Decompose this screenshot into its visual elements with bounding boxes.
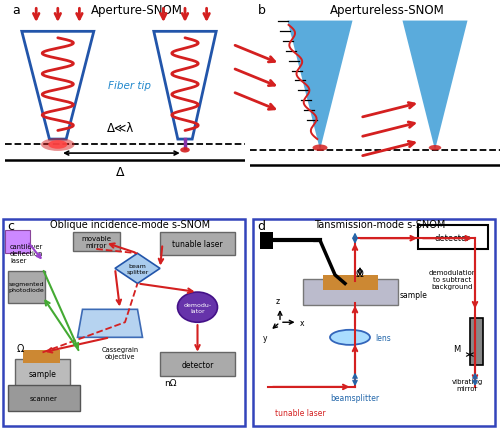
Text: Fiber tip: Fiber tip bbox=[108, 81, 152, 91]
Ellipse shape bbox=[312, 145, 328, 152]
Text: sample: sample bbox=[28, 370, 56, 378]
Polygon shape bbox=[78, 310, 142, 338]
FancyBboxPatch shape bbox=[8, 271, 45, 303]
Text: c: c bbox=[8, 219, 14, 232]
Text: y: y bbox=[263, 333, 268, 342]
FancyBboxPatch shape bbox=[252, 219, 495, 426]
Polygon shape bbox=[154, 32, 216, 140]
FancyBboxPatch shape bbox=[22, 350, 60, 363]
Ellipse shape bbox=[41, 138, 74, 151]
Text: M: M bbox=[453, 344, 460, 353]
Polygon shape bbox=[402, 22, 468, 150]
FancyBboxPatch shape bbox=[72, 232, 120, 252]
Text: cantilever
deflection
laser: cantilever deflection laser bbox=[10, 244, 43, 264]
Ellipse shape bbox=[180, 148, 190, 153]
Text: a: a bbox=[12, 4, 20, 17]
Ellipse shape bbox=[330, 330, 370, 345]
FancyBboxPatch shape bbox=[302, 280, 398, 305]
Ellipse shape bbox=[48, 141, 68, 150]
Text: tunable laser: tunable laser bbox=[172, 240, 223, 249]
Text: b: b bbox=[258, 4, 266, 17]
Text: z: z bbox=[276, 296, 280, 305]
Polygon shape bbox=[115, 254, 160, 284]
Polygon shape bbox=[22, 32, 94, 140]
Text: Δ: Δ bbox=[116, 166, 124, 178]
Text: vibrating
mirror: vibrating mirror bbox=[452, 378, 483, 391]
FancyBboxPatch shape bbox=[2, 219, 245, 426]
FancyBboxPatch shape bbox=[5, 230, 30, 254]
Bar bbox=[470, 318, 482, 366]
FancyBboxPatch shape bbox=[160, 232, 235, 256]
Text: Oblique incidence-mode s-SNOM: Oblique incidence-mode s-SNOM bbox=[50, 219, 210, 229]
Text: d: d bbox=[258, 219, 266, 232]
FancyBboxPatch shape bbox=[8, 385, 80, 411]
Text: detector: detector bbox=[434, 233, 470, 242]
Text: Δ≪λ: Δ≪λ bbox=[106, 121, 134, 134]
Text: demodu-
lator: demodu- lator bbox=[184, 302, 212, 313]
Ellipse shape bbox=[429, 146, 442, 151]
Text: beamsplitter: beamsplitter bbox=[330, 393, 380, 402]
Text: x: x bbox=[300, 318, 304, 327]
Text: segmented
photodiode: segmented photodiode bbox=[8, 282, 44, 292]
Bar bbox=[260, 232, 272, 249]
Text: beam
splitter: beam splitter bbox=[126, 263, 148, 274]
Text: Ω: Ω bbox=[356, 268, 364, 278]
Text: movable
mirror: movable mirror bbox=[81, 235, 111, 249]
Text: Aperture-SNOM: Aperture-SNOM bbox=[91, 4, 183, 17]
Text: detector: detector bbox=[182, 360, 214, 369]
Text: Tansmission-mode s-SNOM: Tansmission-mode s-SNOM bbox=[314, 219, 446, 229]
FancyBboxPatch shape bbox=[15, 359, 70, 389]
Text: nΩ: nΩ bbox=[164, 378, 176, 387]
Text: Apertureless-SNOM: Apertureless-SNOM bbox=[330, 4, 445, 17]
FancyBboxPatch shape bbox=[322, 275, 378, 290]
Text: sample: sample bbox=[400, 290, 428, 299]
Text: Cassegrain
objective: Cassegrain objective bbox=[102, 346, 138, 359]
Text: lens: lens bbox=[375, 333, 391, 342]
Text: demodulation
to subtract
background: demodulation to subtract background bbox=[428, 270, 476, 289]
Polygon shape bbox=[288, 22, 352, 150]
Text: scanner: scanner bbox=[30, 395, 58, 401]
Text: Ω: Ω bbox=[16, 343, 24, 353]
Ellipse shape bbox=[178, 292, 218, 322]
FancyBboxPatch shape bbox=[160, 353, 235, 376]
FancyBboxPatch shape bbox=[418, 226, 488, 249]
Text: tunable laser: tunable laser bbox=[274, 408, 326, 417]
